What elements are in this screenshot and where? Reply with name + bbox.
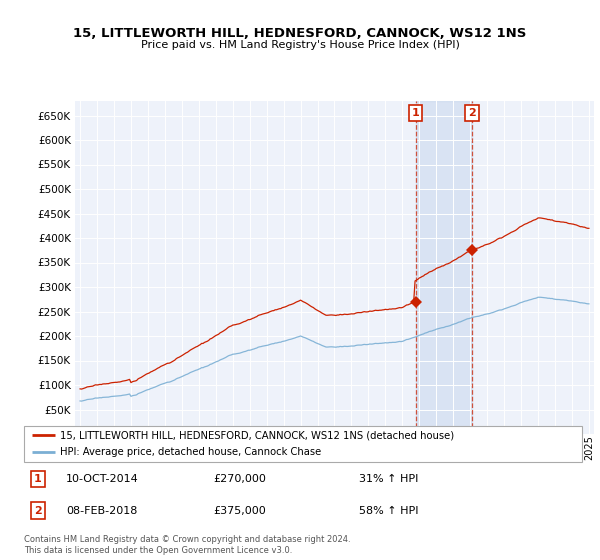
Text: 1: 1 [34,474,42,484]
Text: 58% ↑ HPI: 58% ↑ HPI [359,506,418,516]
Text: 31% ↑ HPI: 31% ↑ HPI [359,474,418,484]
Text: Price paid vs. HM Land Registry's House Price Index (HPI): Price paid vs. HM Land Registry's House … [140,40,460,50]
Text: 2: 2 [34,506,42,516]
Text: HPI: Average price, detached house, Cannock Chase: HPI: Average price, detached house, Cann… [60,447,322,457]
Text: £270,000: £270,000 [214,474,266,484]
Text: £375,000: £375,000 [214,506,266,516]
Text: 1: 1 [412,108,419,118]
Text: 15, LITTLEWORTH HILL, HEDNESFORD, CANNOCK, WS12 1NS (detached house): 15, LITTLEWORTH HILL, HEDNESFORD, CANNOC… [60,431,454,440]
Text: 08-FEB-2018: 08-FEB-2018 [66,506,137,516]
Text: 2: 2 [468,108,476,118]
Text: 15, LITTLEWORTH HILL, HEDNESFORD, CANNOCK, WS12 1NS: 15, LITTLEWORTH HILL, HEDNESFORD, CANNOC… [73,27,527,40]
Text: 10-OCT-2014: 10-OCT-2014 [66,474,139,484]
Text: Contains HM Land Registry data © Crown copyright and database right 2024.
This d: Contains HM Land Registry data © Crown c… [24,535,350,554]
Bar [416,101,472,434]
